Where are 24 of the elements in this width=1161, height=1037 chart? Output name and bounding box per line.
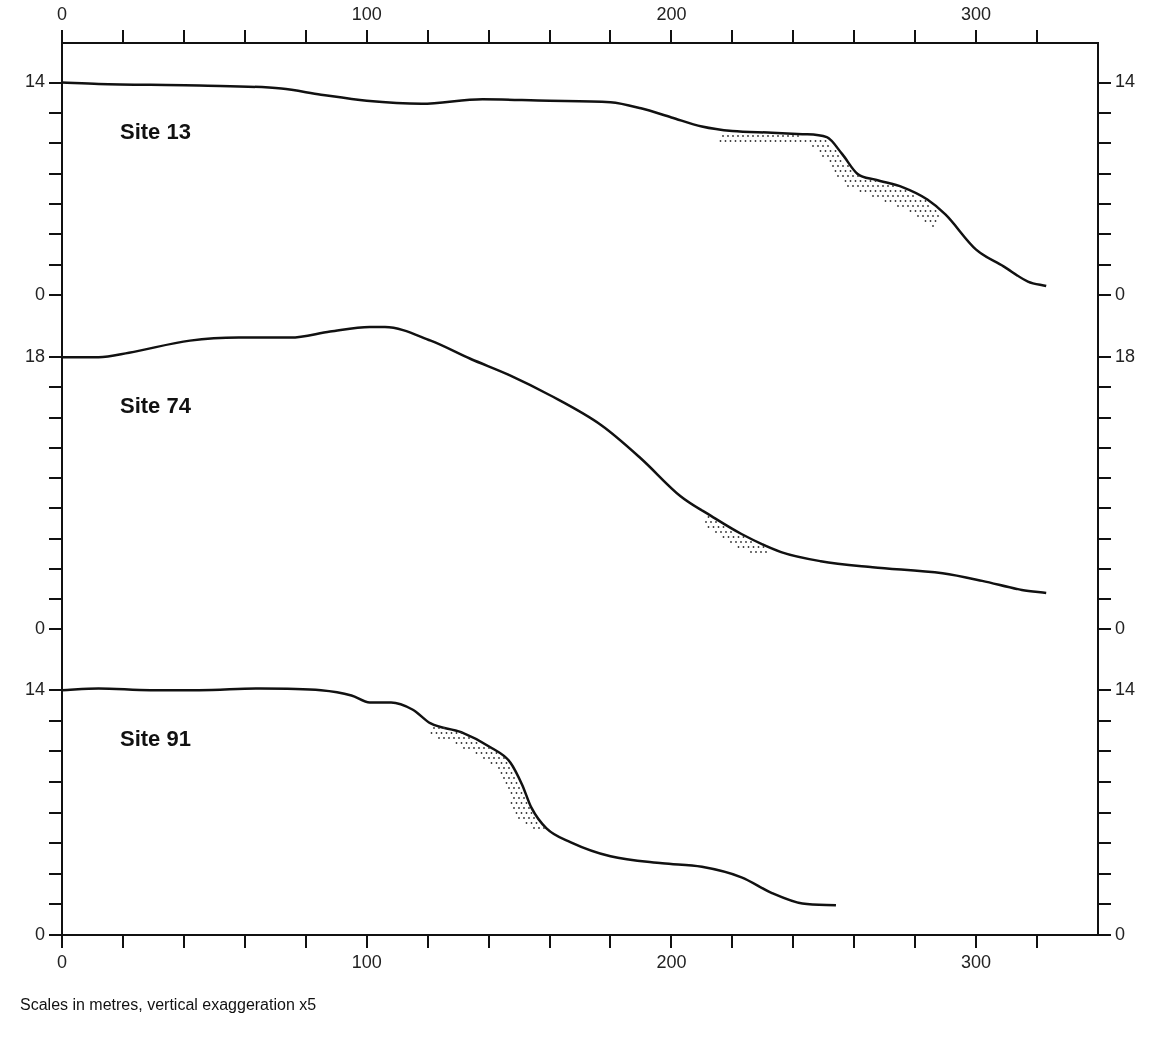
text: Scales in metres, vertical exaggeration x5 bbox=[20, 996, 317, 1014]
annotation: Site 13 bbox=[120, 118, 191, 144]
y2-tick-label: 18 bbox=[1115, 346, 1136, 367]
x-tick-label: 0 bbox=[56, 951, 68, 972]
annotation: Site 74 bbox=[120, 393, 192, 419]
y-tick-label: 0 bbox=[34, 923, 45, 944]
x2-tick-label: 300 bbox=[961, 4, 992, 25]
x-tick-label: 200 bbox=[656, 951, 687, 972]
x2-tick-label: 100 bbox=[351, 4, 382, 25]
x2-tick-label: 200 bbox=[656, 4, 687, 25]
y2-tick-label: 14 bbox=[1115, 71, 1136, 92]
y2-tick-label: 0 bbox=[1115, 284, 1126, 305]
y-tick-label: 14 bbox=[24, 71, 45, 92]
y2-tick-label: 0 bbox=[1115, 923, 1126, 944]
y-tick-label: 0 bbox=[34, 618, 45, 639]
y2-tick-label: 14 bbox=[1115, 679, 1136, 700]
y-tick-label: 14 bbox=[24, 679, 45, 700]
y2-tick-label: 0 bbox=[1115, 618, 1126, 639]
y-tick-label: 0 bbox=[34, 284, 45, 305]
x2-tick-label: 0 bbox=[56, 4, 68, 25]
annotation: Site 91 bbox=[120, 726, 191, 752]
y-tick-label: 18 bbox=[24, 346, 45, 367]
x-tick-label: 100 bbox=[351, 951, 382, 972]
x-tick-label: 300 bbox=[961, 951, 992, 972]
